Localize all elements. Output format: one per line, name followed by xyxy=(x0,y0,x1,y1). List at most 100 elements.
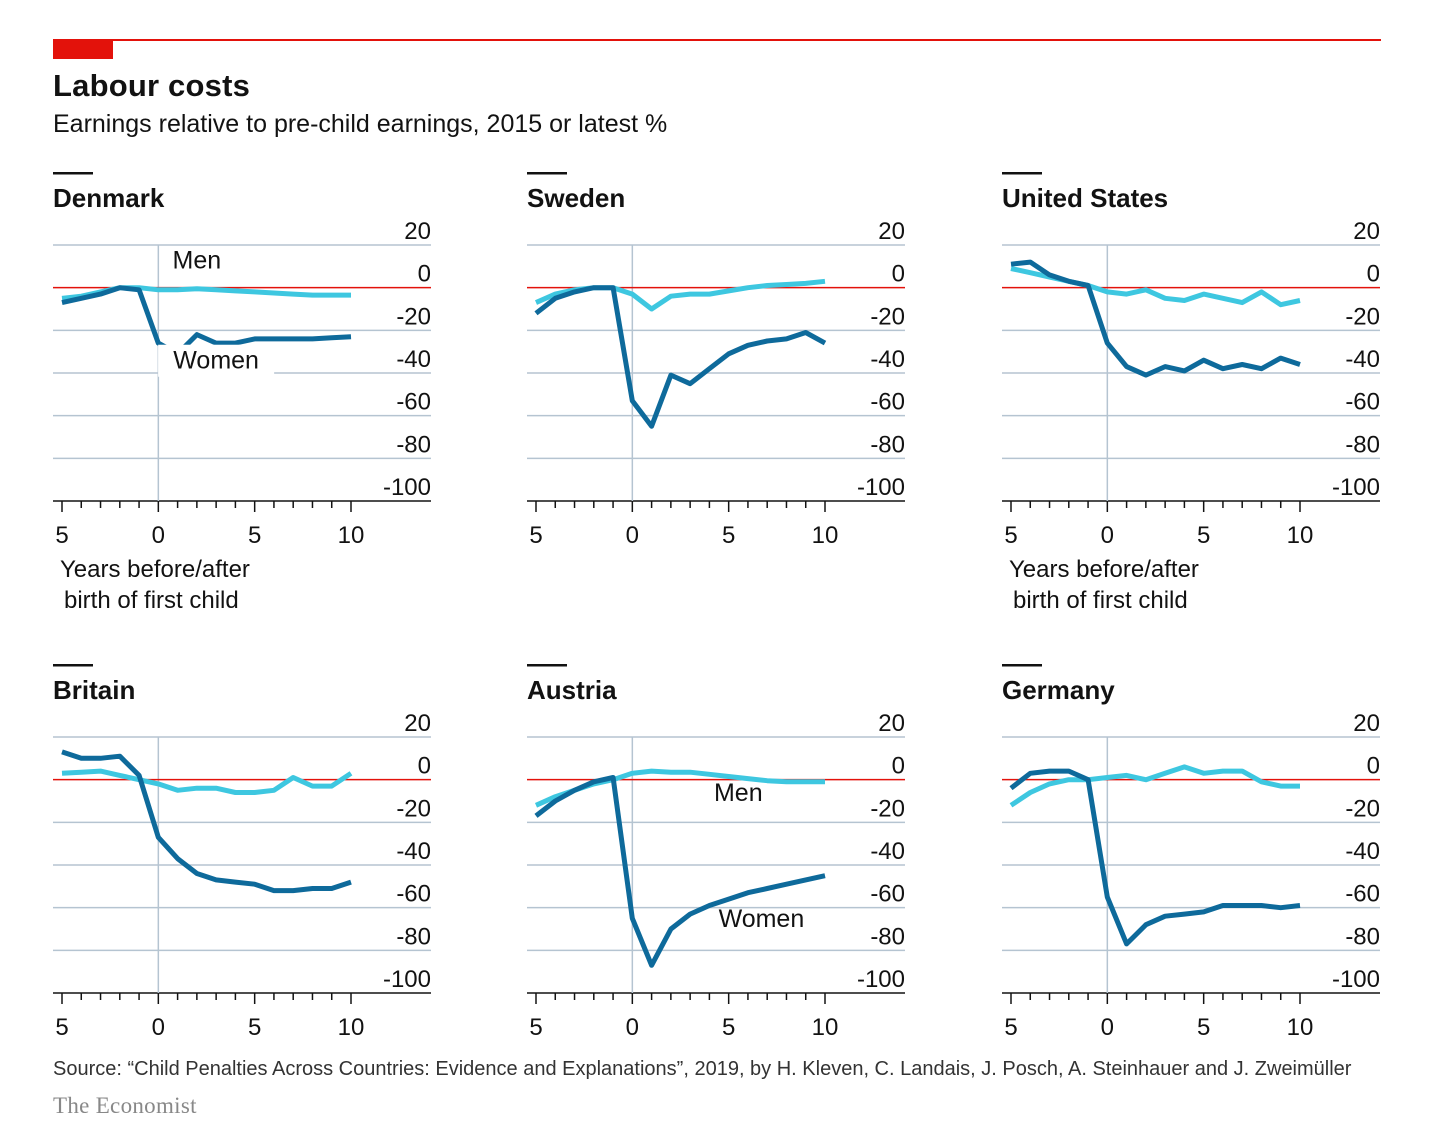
y-tick-label: 20 xyxy=(878,710,905,737)
y-tick-label: -60 xyxy=(1345,389,1380,416)
panel-title: Denmark xyxy=(53,183,165,213)
y-tick-label: -20 xyxy=(396,795,431,822)
panel-rule xyxy=(527,664,567,667)
chart-title: Labour costs xyxy=(53,68,251,103)
x-tick-label: 0 xyxy=(626,1014,639,1041)
panel-title: Sweden xyxy=(527,183,625,213)
y-tick-label: 20 xyxy=(878,218,905,245)
y-tick-label: -80 xyxy=(396,431,431,458)
panel-title: Austria xyxy=(527,675,617,705)
source-note: Source: “Child Penalties Across Countrie… xyxy=(53,1058,1352,1080)
y-tick-label: 0 xyxy=(892,753,905,780)
x-tick-label: 5 xyxy=(1004,1014,1017,1041)
y-tick-label: -60 xyxy=(870,881,905,908)
panel-rule xyxy=(53,172,93,175)
series-line-women xyxy=(1009,768,1301,947)
y-tick-label: -100 xyxy=(1332,474,1380,501)
y-tick-label: -60 xyxy=(396,881,431,908)
y-tick-label: -100 xyxy=(857,474,905,501)
panel-rule xyxy=(1002,172,1042,175)
y-tick-label: -60 xyxy=(870,389,905,416)
series-line-women xyxy=(61,749,352,894)
y-tick-label: -80 xyxy=(396,923,431,950)
x-tick-label: 5 xyxy=(722,522,735,549)
y-tick-label: -20 xyxy=(396,303,431,330)
x-tick-label: 5 xyxy=(1197,522,1210,549)
y-tick-label: -100 xyxy=(383,474,431,501)
y-tick-label: -40 xyxy=(396,838,431,865)
x-tick-label: 0 xyxy=(152,522,165,549)
series-line-men xyxy=(1009,764,1300,808)
series-annotation: Men xyxy=(714,779,763,807)
panel-germany: Germany 20 0 -20 -40 -60 -80 -100 5 0 5 10 xyxy=(1002,664,1380,1041)
series-annotation: Women xyxy=(173,347,259,375)
x-axis-caption: birth of first child xyxy=(64,587,239,614)
y-tick-label: 20 xyxy=(404,218,431,245)
annotation-knockout xyxy=(158,344,275,377)
y-tick-label: 0 xyxy=(418,753,431,780)
top-rule xyxy=(53,39,1381,41)
series-line-men xyxy=(534,278,826,312)
panel-rule xyxy=(527,172,567,175)
x-tick-label: 10 xyxy=(812,522,839,549)
series-line-women xyxy=(534,775,826,968)
panel-rule xyxy=(53,664,93,667)
y-tick-label: -80 xyxy=(1345,923,1380,950)
x-tick-label: 10 xyxy=(1287,1014,1314,1041)
y-tick-label: 0 xyxy=(1367,753,1380,780)
y-tick-label: 0 xyxy=(1367,261,1380,288)
y-tick-label: -20 xyxy=(870,795,905,822)
y-tick-label: -100 xyxy=(1332,966,1380,993)
chart-subtitle: Earnings relative to pre-child earnings,… xyxy=(53,110,668,138)
panel-sweden: Sweden 20 0 -20 -40 -60 -80 -100 5 0 5 10 xyxy=(527,172,905,549)
x-tick-label: 5 xyxy=(1004,522,1017,549)
y-tick-label: 20 xyxy=(1353,218,1380,245)
y-tick-label: 20 xyxy=(404,710,431,737)
x-tick-label: 5 xyxy=(248,1014,261,1041)
x-tick-label: 5 xyxy=(529,522,542,549)
brand-name: The Economist xyxy=(53,1093,197,1118)
x-tick-label: 5 xyxy=(529,1014,542,1041)
x-tick-label: 5 xyxy=(1197,1014,1210,1041)
y-tick-label: -20 xyxy=(1345,303,1380,330)
x-axis-caption: Years before/after xyxy=(60,556,250,583)
x-axis-caption: Years before/after xyxy=(1009,556,1199,583)
x-tick-label: 0 xyxy=(626,522,639,549)
y-tick-label: -40 xyxy=(870,346,905,373)
panel-rule xyxy=(1002,664,1042,667)
panel-title: United States xyxy=(1002,183,1168,213)
y-tick-label: -80 xyxy=(1345,431,1380,458)
x-tick-label: 10 xyxy=(1287,522,1314,549)
x-tick-label: 5 xyxy=(248,522,261,549)
x-tick-label: 0 xyxy=(1101,1014,1114,1041)
x-tick-label: 5 xyxy=(55,522,68,549)
series-line-women xyxy=(61,285,352,357)
x-axis-caption: birth of first child xyxy=(1013,587,1188,614)
x-tick-label: 10 xyxy=(338,1014,365,1041)
y-tick-label: -60 xyxy=(396,389,431,416)
y-tick-label: -40 xyxy=(1345,838,1380,865)
panel-title: Germany xyxy=(1002,675,1115,705)
x-tick-label: 5 xyxy=(722,1014,735,1041)
y-tick-label: -40 xyxy=(396,346,431,373)
panel-britain: Britain 20 0 -20 -40 -60 -80 -100 5 0 5 10 xyxy=(53,664,431,1041)
y-tick-label: -20 xyxy=(870,303,905,330)
brand-red-tab xyxy=(53,39,113,59)
y-tick-label: -40 xyxy=(1345,346,1380,373)
y-tick-label: -20 xyxy=(1345,795,1380,822)
y-tick-label: -40 xyxy=(870,838,905,865)
panel-denmark: Denmark 20 0 -20 -40 -60 -80 -100 5 0 5 10 Years bef… xyxy=(53,172,431,614)
y-tick-label: -80 xyxy=(870,923,905,950)
y-tick-label: -80 xyxy=(870,431,905,458)
series-annotation: Women xyxy=(719,905,805,933)
x-tick-label: 10 xyxy=(812,1014,839,1041)
y-tick-label: -100 xyxy=(383,966,431,993)
x-tick-label: 10 xyxy=(338,522,365,549)
series-annotation: Men xyxy=(173,246,222,274)
x-tick-label: 0 xyxy=(1101,522,1114,549)
x-tick-label: 0 xyxy=(152,1014,165,1041)
series-line-women xyxy=(1010,259,1301,378)
y-tick-label: -60 xyxy=(1345,881,1380,908)
series-line-men xyxy=(61,768,353,795)
